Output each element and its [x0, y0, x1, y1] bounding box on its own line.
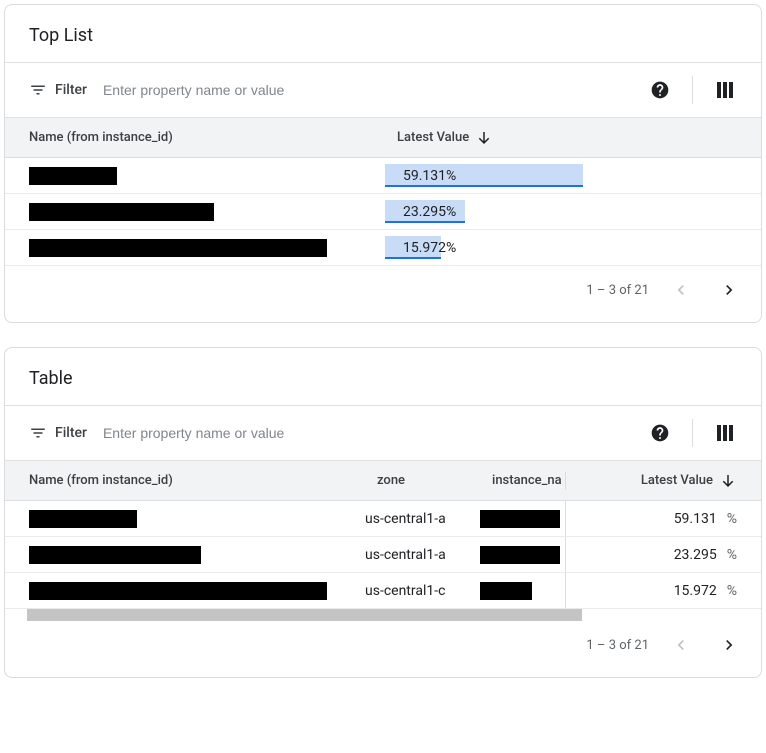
value-text: 15.972%	[389, 240, 456, 256]
sort-descending-icon	[475, 129, 493, 147]
value-cell: 15.972%	[385, 230, 761, 265]
name-cell	[5, 203, 385, 221]
redacted-name	[29, 239, 327, 257]
column-header-latest-value-label: Latest Value	[641, 473, 713, 488]
table-row[interactable]: 59.131%	[5, 158, 761, 194]
pagination-range: 1 – 3 of 21	[586, 283, 649, 298]
top-list-title: Top List	[5, 5, 761, 62]
value-cell: 23.295%	[385, 194, 761, 229]
redacted-name	[29, 546, 201, 564]
value-unit: %	[727, 547, 737, 563]
next-page-button[interactable]	[713, 274, 745, 306]
filter-label: Filter	[55, 425, 87, 441]
redacted-instance-name	[480, 510, 560, 528]
columns-icon[interactable]	[705, 70, 745, 110]
next-page-button[interactable]	[713, 629, 745, 661]
value-unit: %	[727, 511, 737, 527]
filter-icon	[29, 81, 47, 99]
table-title: Table	[5, 348, 761, 405]
redacted-instance-name	[480, 582, 532, 600]
filter-input[interactable]	[95, 417, 632, 449]
value-number: 15.972	[674, 583, 717, 599]
latest-value-cell: 15.972%	[565, 573, 761, 608]
help-icon[interactable]	[640, 70, 680, 110]
toolbar-divider	[692, 76, 693, 104]
column-header-name[interactable]: Name (from instance_id)	[5, 473, 365, 488]
top-list-card: Top List Filter Name (from instance_id) …	[4, 4, 762, 323]
name-cell	[5, 510, 365, 528]
toplist-rows: 59.131% 23.295% 15.972%	[5, 158, 761, 266]
filter-input[interactable]	[95, 74, 632, 106]
table-rows: us-central1-a 59.131% us-central1-a 23.295%…	[5, 501, 761, 609]
filter-bar: Filter	[5, 62, 761, 118]
filter-bar: Filter	[5, 405, 761, 461]
name-cell	[5, 167, 385, 185]
filter-icon	[29, 424, 47, 442]
toplist-header-row: Name (from instance_id) Latest Value	[5, 118, 761, 158]
table-header-row: Name (from instance_id) zone instance_na…	[5, 461, 761, 501]
column-header-instance-name[interactable]: instance_na	[480, 473, 565, 488]
value-cell: 59.131%	[385, 158, 761, 193]
prev-page-button[interactable]	[665, 629, 697, 661]
pagination: 1 – 3 of 21	[5, 621, 761, 677]
table-card: Table Filter Name (from instance_id) zon…	[4, 347, 762, 678]
prev-page-button[interactable]	[665, 274, 697, 306]
table-row[interactable]: 15.972%	[5, 230, 761, 266]
value-number: 59.131	[674, 511, 717, 527]
horizontal-scrollbar[interactable]	[5, 609, 761, 621]
redacted-name	[29, 510, 137, 528]
column-header-latest-value[interactable]: Latest Value	[565, 472, 761, 490]
instance-name-cell	[480, 510, 565, 528]
name-cell	[5, 239, 385, 257]
value-text: 59.131%	[389, 168, 456, 184]
name-cell	[5, 582, 365, 600]
latest-value-cell: 23.295%	[565, 537, 761, 572]
table-row[interactable]: us-central1-a 23.295%	[5, 537, 761, 573]
column-header-zone[interactable]: zone	[365, 473, 480, 488]
column-header-latest-value[interactable]: Latest Value	[385, 129, 761, 147]
toolbar-divider	[692, 419, 693, 447]
value-text: 23.295%	[389, 204, 456, 220]
toolbar-right	[640, 413, 745, 453]
latest-value-cell: 59.131%	[565, 501, 761, 536]
table-row[interactable]: us-central1-a 59.131%	[5, 501, 761, 537]
name-cell	[5, 546, 365, 564]
scrollbar-thumb[interactable]	[27, 609, 582, 621]
sort-descending-icon	[719, 472, 737, 490]
pagination: 1 – 3 of 21	[5, 266, 761, 322]
redacted-instance-name	[480, 546, 560, 564]
help-icon[interactable]	[640, 413, 680, 453]
filter-label: Filter	[55, 82, 87, 98]
pagination-range: 1 – 3 of 21	[586, 638, 649, 653]
instance-name-cell	[480, 582, 565, 600]
zone-cell: us-central1-c	[365, 583, 480, 599]
table-row[interactable]: us-central1-c 15.972%	[5, 573, 761, 609]
table-row[interactable]: 23.295%	[5, 194, 761, 230]
redacted-name	[29, 167, 117, 185]
toolbar-right	[640, 70, 745, 110]
column-header-name[interactable]: Name (from instance_id)	[5, 130, 385, 145]
zone-cell: us-central1-a	[365, 511, 480, 527]
columns-icon[interactable]	[705, 413, 745, 453]
column-header-latest-value-label: Latest Value	[397, 130, 469, 145]
redacted-name	[29, 582, 327, 600]
instance-name-cell	[480, 546, 565, 564]
value-number: 23.295	[674, 547, 717, 563]
value-unit: %	[727, 583, 737, 599]
redacted-name	[29, 203, 214, 221]
zone-cell: us-central1-a	[365, 547, 480, 563]
